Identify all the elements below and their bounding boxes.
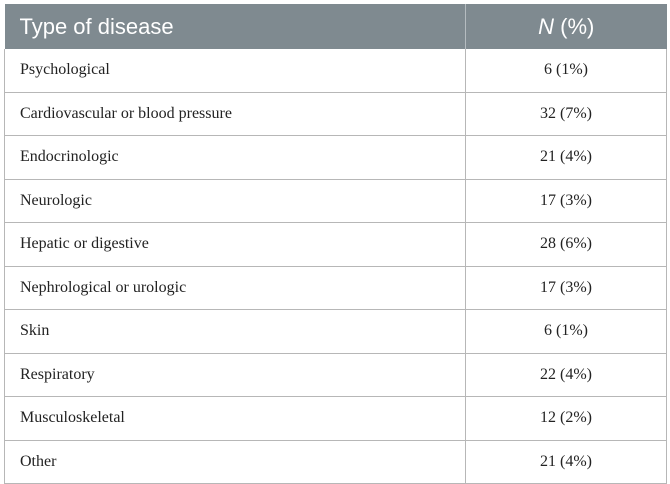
count-cell: 21 (4%) (465, 135, 667, 180)
disease-type-cell: Respiratory (4, 353, 466, 397)
disease-type-cell: Psychological (4, 49, 466, 93)
count-cell: 21 (4%) (465, 440, 667, 484)
disease-table-container: Type of disease N (%) Psychological 6 (1… (4, 4, 667, 484)
count-cell: 17 (3%) (465, 266, 667, 310)
disease-type-cell: Cardiovascular or blood pressure (4, 92, 466, 136)
table-row: Musculoskeletal 12 (2%) (4, 396, 667, 441)
count-cell: 32 (7%) (465, 92, 667, 136)
header-percent: (%) (554, 13, 595, 39)
count-cell: 28 (6%) (465, 222, 667, 267)
disease-type-cell: Skin (4, 309, 466, 354)
table-row: Hepatic or digestive 28 (6%) (4, 222, 667, 267)
disease-type-cell: Neurologic (4, 179, 466, 223)
header-n-percent: N (%) (465, 4, 667, 49)
table-row: Neurologic 17 (3%) (4, 179, 667, 223)
table-row: Other 21 (4%) (4, 440, 667, 484)
table-row: Skin 6 (1%) (4, 309, 667, 354)
disease-table: Type of disease N (%) Psychological 6 (1… (4, 4, 667, 484)
table-body: Psychological 6 (1%) Cardiovascular or b… (4, 49, 667, 484)
count-cell: 6 (1%) (465, 49, 667, 93)
table-row: Respiratory 22 (4%) (4, 353, 667, 397)
table-header: Type of disease N (%) (4, 4, 667, 49)
table-row: Psychological 6 (1%) (4, 49, 667, 93)
header-row: Type of disease N (%) (4, 4, 667, 49)
disease-type-cell: Hepatic or digestive (4, 222, 466, 267)
disease-type-cell: Nephrological or urologic (4, 266, 466, 310)
header-n: N (538, 13, 555, 39)
count-cell: 22 (4%) (465, 353, 667, 397)
table-row: Endocrinologic 21 (4%) (4, 135, 667, 180)
disease-type-cell: Endocrinologic (4, 135, 466, 180)
count-cell: 17 (3%) (465, 179, 667, 223)
disease-type-cell: Other (4, 440, 466, 484)
count-cell: 6 (1%) (465, 309, 667, 354)
disease-type-cell: Musculoskeletal (4, 396, 466, 441)
table-row: Cardiovascular or blood pressure 32 (7%) (4, 92, 667, 136)
header-type-of-disease: Type of disease (4, 4, 466, 49)
count-cell: 12 (2%) (465, 396, 667, 441)
table-row: Nephrological or urologic 17 (3%) (4, 266, 667, 310)
